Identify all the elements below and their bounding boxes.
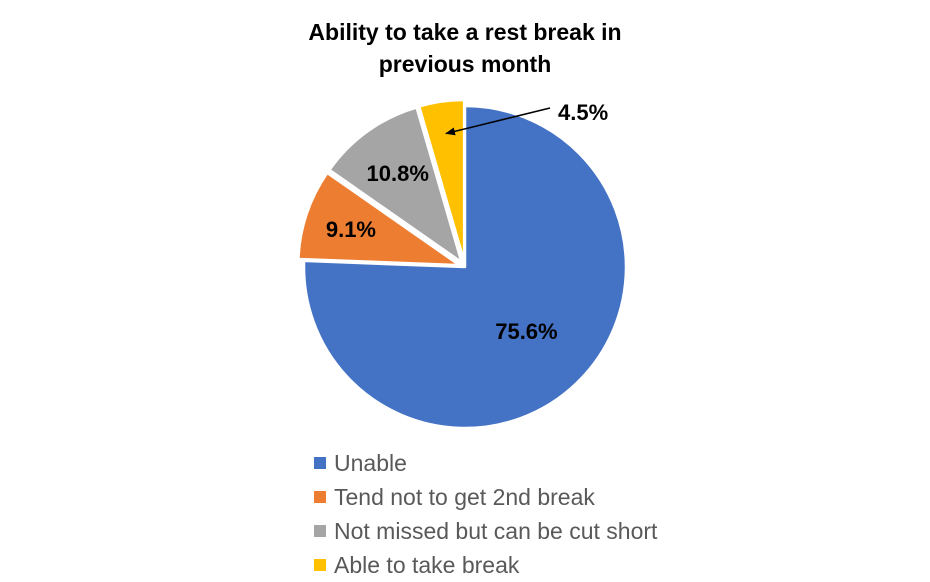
data-label-1: 75.6% — [495, 319, 557, 344]
chart-title-line-2: previous month — [378, 51, 552, 77]
chart-title-line-1: Ability to take a rest break in — [308, 19, 622, 45]
pie-slice-2 — [297, 171, 461, 267]
legend-label-2: Tend not to get 2nd break — [334, 483, 595, 510]
legend-swatch-2 — [314, 491, 326, 503]
data-label-leader-arrow-4 — [445, 107, 551, 136]
legend-item-1: Unable — [314, 446, 657, 480]
pie-slice-3 — [328, 106, 463, 264]
chart-title: Ability to take a rest break in previous… — [0, 16, 930, 80]
legend-item-2: Tend not to get 2nd break — [314, 480, 657, 514]
chart-legend: Unable Tend not to get 2nd break Not misse… — [314, 446, 657, 582]
legend-item-3: Not missed but can be cut short — [314, 514, 657, 548]
data-label-3: 10.8% — [367, 161, 429, 186]
legend-label-3: Not missed but can be cut short — [334, 517, 658, 544]
legend-swatch-3 — [314, 525, 326, 537]
legend-swatch-4 — [314, 559, 326, 571]
data-label-4: 4.5% — [558, 100, 608, 125]
legend-swatch-1 — [314, 457, 326, 469]
legend-label-1: Unable — [334, 449, 407, 476]
pie-slice-4 — [417, 98, 466, 263]
data-label-2: 9.1% — [326, 217, 376, 242]
legend-item-4: Able to take break — [314, 548, 657, 582]
pie-slice-1 — [302, 104, 628, 430]
legend-label-4: Able to take break — [334, 551, 520, 578]
